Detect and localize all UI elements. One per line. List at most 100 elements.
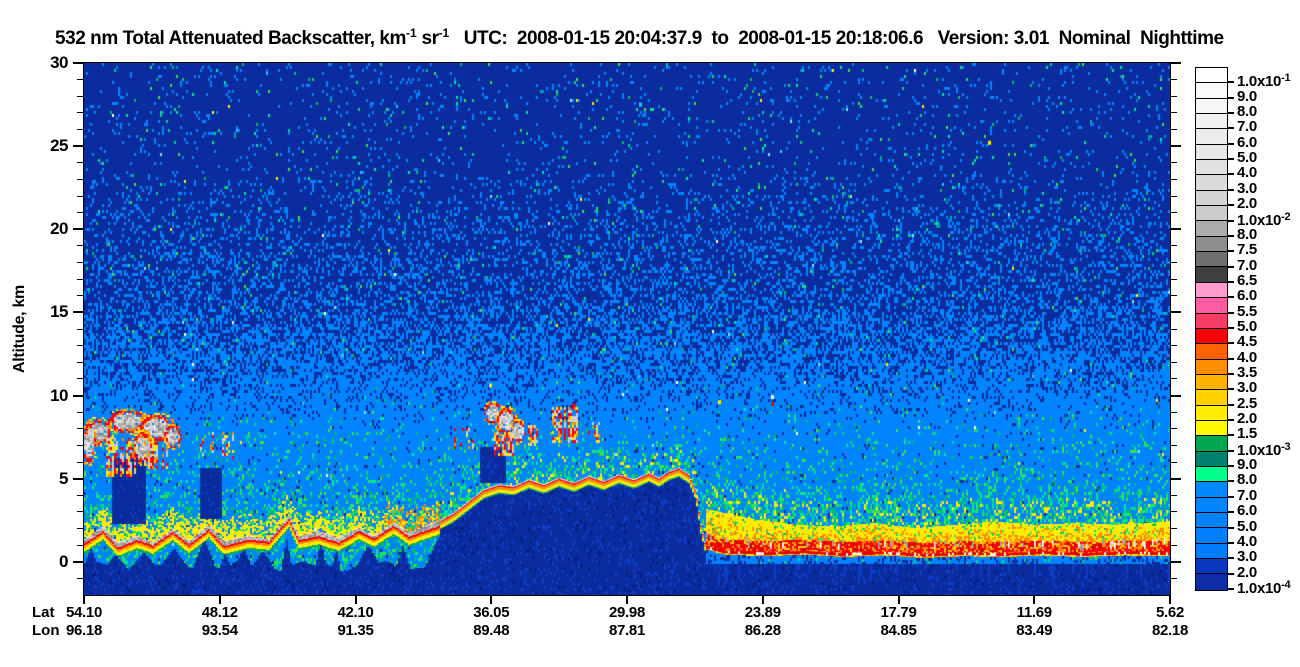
y-tick-major <box>73 62 83 64</box>
colorbar-cell <box>1196 390 1227 406</box>
title-exponent-sr: -1 <box>438 26 450 40</box>
colorbar-tick <box>1228 357 1234 360</box>
colorbar-tick <box>1228 188 1234 191</box>
y-tick-right-minor <box>1171 278 1177 280</box>
y-tick-major <box>73 394 83 397</box>
lat-value: 23.89 <box>744 604 781 621</box>
lat-value: 5.62 <box>1156 604 1184 621</box>
colorbar-cell-label: 9.0 <box>1237 456 1257 474</box>
y-tick-right-minor <box>1171 444 1177 446</box>
y-tick-right-major <box>1171 228 1181 231</box>
colorbar-cell-label: 3.0 <box>1237 379 1257 397</box>
colorbar-cell-label: 1.0x10-4 <box>1237 578 1291 597</box>
colorbar-tick <box>1228 557 1234 560</box>
y-tick-minor <box>77 295 83 297</box>
colorbar-cell-label: 6.0 <box>1237 133 1257 151</box>
y-tick-minor <box>77 428 83 430</box>
x-tick <box>897 596 900 604</box>
colorbar-cell <box>1196 206 1227 222</box>
colorbar-tick <box>1228 96 1234 99</box>
x-tick <box>218 596 221 604</box>
y-tick-right-minor <box>1171 511 1177 513</box>
colorbar-cell-label: 4.0 <box>1237 348 1257 366</box>
y-tick-right-minor <box>1171 162 1177 164</box>
colorbar-tick <box>1228 112 1234 115</box>
colorbar-cell-label: 5.0 <box>1237 149 1257 167</box>
y-tick-right-minor <box>1171 95 1177 97</box>
y-tick-major <box>73 477 83 480</box>
colorbar-cell-label: 7.5 <box>1237 241 1257 259</box>
title-meta: UTC: 2008-01-15 20:04:37.9 to 2008-01-15… <box>449 28 1224 49</box>
colorbar-cell-label: 8.0 <box>1237 471 1257 489</box>
colorbar-tick <box>1228 265 1234 268</box>
y-tick-minor <box>77 345 83 347</box>
lat-value: 36.05 <box>473 604 510 621</box>
colorbar-cell-label: 5.5 <box>1237 302 1257 320</box>
y-tick-label: 15 <box>50 302 68 322</box>
colorbar-cell-label: 5.0 <box>1237 317 1257 335</box>
colorbar-tick <box>1228 81 1234 84</box>
y-tick-minor <box>77 195 83 197</box>
y-tick-label: 20 <box>50 219 68 239</box>
x-tick <box>761 596 764 604</box>
colorbar-cell-label: 4.5 <box>1237 333 1257 351</box>
colorbar-tick <box>1228 434 1234 437</box>
colorbar-cell <box>1196 98 1227 115</box>
colorbar-cell-label: 8.0 <box>1237 103 1257 121</box>
y-tick-right-minor <box>1171 295 1177 297</box>
lat-value: 48.12 <box>201 604 238 621</box>
colorbar-cell <box>1196 252 1227 268</box>
colorbar-cell-label: 3.5 <box>1237 364 1257 381</box>
y-tick-right-major <box>1171 394 1181 397</box>
y-tick-right-minor <box>1171 378 1177 380</box>
y-tick-label: 5 <box>59 468 68 488</box>
colorbar-cell-label: 4.0 <box>1237 532 1257 550</box>
colorbar-tick <box>1228 204 1234 207</box>
colorbar-tick <box>1228 296 1234 299</box>
colorbar-tick <box>1228 495 1234 498</box>
x-tick <box>354 596 357 604</box>
y-tick-major <box>73 145 83 148</box>
colorbar-cell-label: 6.0 <box>1237 287 1257 305</box>
lat-value: 17.79 <box>880 604 917 621</box>
colorbar-cell <box>1196 190 1227 207</box>
colorbar-tick <box>1228 234 1234 237</box>
y-tick-minor <box>77 444 83 446</box>
colorbar-tick <box>1228 465 1234 468</box>
colorbar-tick <box>1228 173 1234 176</box>
y-tick-right-minor <box>1171 494 1177 496</box>
colorbar-cell-label: 4.0 <box>1237 164 1257 182</box>
lon-value: 91.35 <box>337 622 374 639</box>
y-tick-minor <box>77 494 83 496</box>
colorbar-cell <box>1196 129 1227 145</box>
colorbar-tick <box>1228 541 1234 544</box>
y-tick-right-minor <box>1171 544 1177 546</box>
colorbar-cell-label: 2.0 <box>1237 410 1257 428</box>
colorbar-cell-label: 7.0 <box>1237 486 1257 504</box>
colorbar-cell <box>1196 420 1227 437</box>
title-product: 532 nm Total Attenuated Backscatter, km <box>55 28 406 49</box>
colorbar-cell-label: 2.0 <box>1237 195 1257 213</box>
colorbar-cell-label: 1.0x10-1 <box>1237 72 1291 91</box>
colorbar-tick <box>1228 526 1234 529</box>
y-tick-minor <box>77 411 83 413</box>
y-tick-right-minor <box>1171 328 1177 330</box>
y-tick-minor <box>77 528 83 529</box>
colorbar-cell-label: 3.0 <box>1237 548 1257 566</box>
lon-row-label: Lon <box>32 622 60 639</box>
colorbar-cell-label: 2.0 <box>1237 563 1257 581</box>
colorbar-tick <box>1228 587 1234 590</box>
title-unit-sr: sr <box>416 28 439 49</box>
lon-value: 89.48 <box>473 622 510 639</box>
colorbar-tick <box>1228 158 1234 161</box>
y-tick-right-minor <box>1171 528 1177 529</box>
y-tick-minor <box>77 544 83 546</box>
y-tick-minor <box>77 162 83 164</box>
lon-value: 87.81 <box>608 622 646 639</box>
y-tick-major <box>73 228 83 231</box>
colorbar-tick <box>1228 449 1234 452</box>
y-tick-right-minor <box>1171 178 1177 180</box>
y-tick-minor <box>77 278 83 280</box>
colorbar-tick <box>1228 403 1234 406</box>
lat-value: 54.10 <box>65 604 103 621</box>
